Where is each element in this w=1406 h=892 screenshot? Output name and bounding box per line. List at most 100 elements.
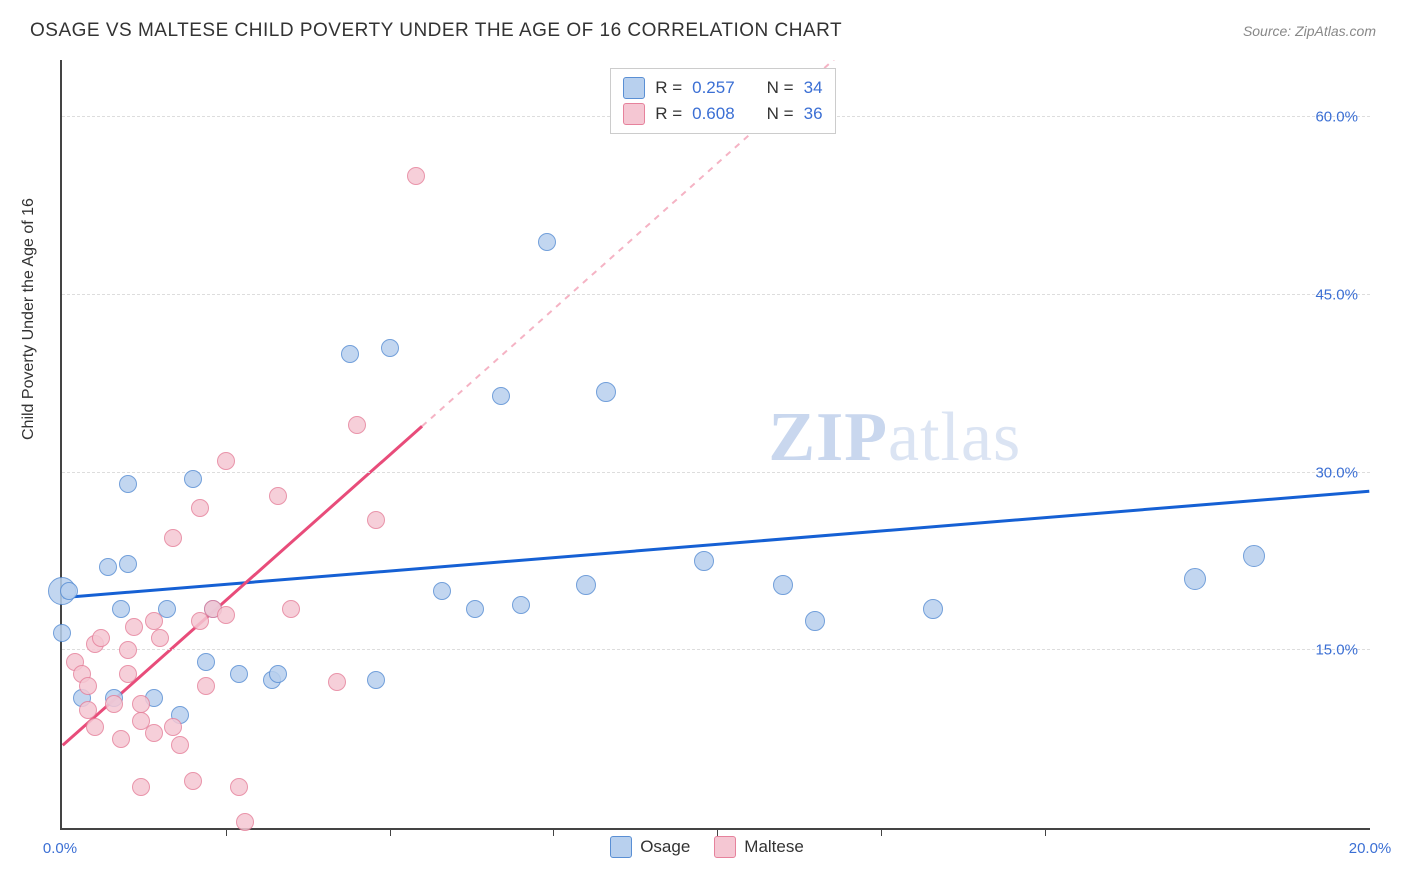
scatter-point	[151, 629, 169, 647]
scatter-point	[341, 345, 359, 363]
x-tick-label: 0.0%	[43, 840, 77, 888]
scatter-point	[105, 695, 123, 713]
scatter-point	[92, 629, 110, 647]
scatter-point	[197, 677, 215, 695]
scatter-point	[694, 551, 714, 571]
scatter-point	[217, 452, 235, 470]
scatter-point	[112, 730, 130, 748]
legend-series: Osage Maltese	[610, 836, 804, 858]
scatter-point	[407, 167, 425, 185]
legend-n-value: 34	[804, 78, 823, 98]
scatter-point	[433, 582, 451, 600]
legend-r-label: R =	[655, 78, 682, 98]
scatter-point	[492, 387, 510, 405]
scatter-point	[99, 558, 117, 576]
watermark-atlas: atlas	[888, 399, 1021, 476]
trend-lines-layer	[62, 60, 1370, 828]
scatter-point	[79, 677, 97, 695]
scatter-point	[217, 606, 235, 624]
scatter-point	[171, 736, 189, 754]
scatter-point	[79, 701, 97, 719]
scatter-point	[367, 511, 385, 529]
legend-r-value: 0.608	[692, 104, 735, 124]
y-tick-label: 45.0%	[1315, 286, 1358, 303]
scatter-point	[119, 475, 137, 493]
y-tick-label: 60.0%	[1315, 109, 1358, 126]
gridline-horizontal	[62, 294, 1370, 295]
chart-plot-area: ZIPatlas 15.0% 30.0% 45.0% 60.0%	[60, 60, 1370, 830]
legend-item: Osage	[610, 836, 690, 858]
legend-swatch	[610, 836, 632, 858]
legend-n-value: 36	[804, 104, 823, 124]
scatter-point	[230, 665, 248, 683]
chart-title: OSAGE VS MALTESE CHILD POVERTY UNDER THE…	[30, 20, 842, 42]
scatter-point	[282, 600, 300, 618]
legend-n-label: N =	[767, 104, 794, 124]
scatter-point	[184, 772, 202, 790]
chart-header: OSAGE VS MALTESE CHILD POVERTY UNDER THE…	[0, 0, 1406, 52]
scatter-point	[269, 665, 287, 683]
legend-n-label: N =	[767, 78, 794, 98]
scatter-point	[269, 487, 287, 505]
scatter-point	[119, 641, 137, 659]
scatter-point	[60, 582, 78, 600]
x-tick	[1045, 828, 1046, 836]
y-axis-label: Child Poverty Under the Age of 16	[20, 198, 38, 440]
x-tick	[226, 828, 227, 836]
scatter-point	[236, 813, 254, 831]
scatter-point	[381, 339, 399, 357]
x-tick	[390, 828, 391, 836]
scatter-point	[773, 575, 793, 595]
x-tick	[717, 828, 718, 836]
legend-swatch	[623, 103, 645, 125]
legend-row: R = 0.608 N = 36	[623, 101, 822, 127]
scatter-point	[805, 611, 825, 631]
scatter-point	[197, 653, 215, 671]
scatter-point	[367, 671, 385, 689]
scatter-point	[164, 529, 182, 547]
scatter-point	[466, 600, 484, 618]
legend-swatch	[623, 77, 645, 99]
y-tick-label: 30.0%	[1315, 464, 1358, 481]
scatter-point	[164, 718, 182, 736]
scatter-point	[348, 416, 366, 434]
legend-row: R = 0.257 N = 34	[623, 75, 822, 101]
scatter-point	[191, 499, 209, 517]
watermark: ZIPatlas	[768, 398, 1021, 478]
legend-series-label: Osage	[640, 837, 690, 857]
scatter-point	[132, 695, 150, 713]
scatter-point	[576, 575, 596, 595]
y-tick-label: 15.0%	[1315, 642, 1358, 659]
scatter-point	[145, 724, 163, 742]
scatter-point	[112, 600, 130, 618]
x-tick-label: 20.0%	[1349, 840, 1392, 888]
scatter-point	[1184, 568, 1206, 590]
scatter-point	[184, 470, 202, 488]
scatter-point	[86, 718, 104, 736]
scatter-point	[125, 618, 143, 636]
scatter-point	[923, 599, 943, 619]
scatter-point	[119, 555, 137, 573]
scatter-point	[538, 233, 556, 251]
trend-line	[63, 491, 1370, 597]
gridline-horizontal	[62, 472, 1370, 473]
legend-r-label: R =	[655, 104, 682, 124]
legend-r-value: 0.257	[692, 78, 735, 98]
watermark-zip: ZIP	[768, 399, 888, 476]
legend-stats: R = 0.257 N = 34 R = 0.608 N = 36	[610, 68, 835, 134]
scatter-point	[596, 382, 616, 402]
scatter-point	[119, 665, 137, 683]
x-tick	[553, 828, 554, 836]
scatter-point	[512, 596, 530, 614]
scatter-point	[145, 612, 163, 630]
chart-source: Source: ZipAtlas.com	[1243, 23, 1376, 39]
x-tick	[881, 828, 882, 836]
legend-series-label: Maltese	[744, 837, 804, 857]
scatter-point	[1243, 545, 1265, 567]
scatter-point	[328, 673, 346, 691]
legend-item: Maltese	[714, 836, 804, 858]
legend-swatch	[714, 836, 736, 858]
scatter-point	[230, 778, 248, 796]
scatter-point	[53, 624, 71, 642]
gridline-horizontal	[62, 649, 1370, 650]
